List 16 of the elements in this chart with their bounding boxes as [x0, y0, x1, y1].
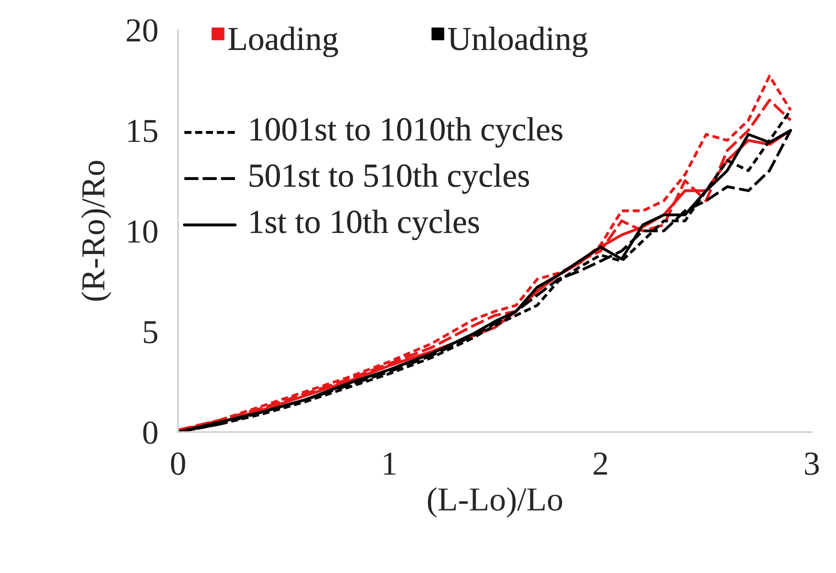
annotation: Unloading: [448, 26, 588, 58]
annotation: 501st to 510th cycles: [250, 163, 529, 194]
x-tick-label: 2: [594, 452, 608, 475]
x-tick-label: 1: [384, 452, 396, 475]
x-tick-label: 3: [805, 452, 819, 475]
y-tick-label: 0: [143, 421, 158, 444]
annotation: 1st to 10th cycles: [250, 210, 479, 240]
x-tick-label: 0: [171, 452, 186, 475]
y-tick-label: 20: [126, 19, 158, 42]
y-tick-label: 5: [144, 321, 158, 344]
annotation: Loading: [228, 26, 338, 58]
y-tick-label: 10: [128, 220, 158, 243]
y-tick-label: 15: [128, 120, 158, 142]
annotation: 1001st to 1010th cycles: [250, 117, 562, 148]
x-axis-title: (L-Lo)/Lo: [428, 487, 562, 518]
y-axis-title: (R-Ro)/Ro: [81, 160, 112, 301]
